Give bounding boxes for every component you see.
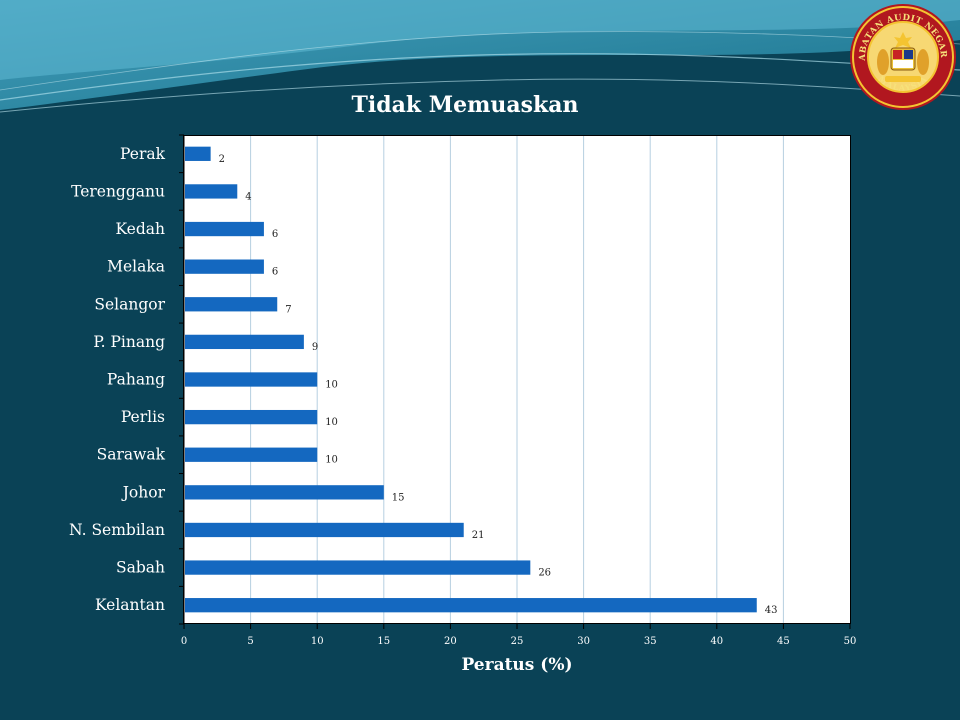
bar — [185, 522, 464, 538]
x-tick-label: 40 — [710, 636, 723, 647]
data-label: 4 — [245, 191, 251, 202]
y-tick-label: Perlis — [121, 408, 165, 426]
data-label: 26 — [538, 568, 551, 579]
y-tick-label: N. Sembilan — [69, 521, 165, 539]
x-tick-label: 20 — [444, 636, 457, 647]
data-label: 7 — [285, 304, 291, 315]
x-tick-label: 35 — [644, 636, 657, 647]
bar — [185, 297, 278, 312]
bar — [185, 334, 304, 350]
y-tick-label: Sabah — [116, 559, 165, 577]
y-tick-label: Selangor — [94, 295, 165, 313]
bar — [185, 146, 211, 161]
data-label: 2 — [219, 154, 225, 165]
x-tick-label: 10 — [311, 636, 324, 647]
data-label: 10 — [325, 455, 338, 466]
y-tick-label: Perak — [120, 145, 166, 163]
x-tick-label: 0 — [181, 636, 187, 647]
bar — [185, 447, 318, 462]
x-tick-label: 15 — [377, 636, 390, 647]
data-label: 6 — [272, 267, 278, 278]
x-tick-label: 50 — [844, 636, 857, 647]
bar — [185, 184, 238, 199]
chart-title: Tidak Memuaskan — [351, 92, 579, 118]
y-tick-label: Melaka — [107, 258, 165, 276]
y-tick-label: Kedah — [116, 220, 165, 238]
data-label: 10 — [325, 380, 338, 391]
bar — [185, 409, 318, 425]
bar — [185, 221, 264, 237]
bar — [185, 560, 531, 575]
x-tick-label: 25 — [511, 636, 524, 647]
data-label: 43 — [765, 605, 778, 616]
data-label: 21 — [472, 530, 485, 541]
bar — [185, 598, 757, 613]
data-label: 6 — [272, 229, 278, 240]
x-tick-label: 5 — [247, 636, 253, 647]
bar — [185, 485, 384, 500]
x-tick-label: 45 — [777, 636, 790, 647]
data-label: 9 — [312, 342, 318, 353]
x-tick-label: 30 — [577, 636, 590, 647]
jabatan-audit-negara-logo: JABATAN AUDIT NEGARA MALAYSIA — [847, 2, 956, 110]
data-label: 10 — [325, 417, 338, 428]
y-tick-label: Johor — [121, 483, 166, 501]
y-tick-label: Pahang — [107, 371, 165, 389]
y-tick-label: Sarawak — [97, 446, 166, 464]
bar — [185, 259, 264, 274]
y-tick-label: Kelantan — [95, 596, 165, 614]
x-axis-label: Peratus (%) — [461, 655, 573, 675]
data-label: 15 — [392, 492, 405, 503]
y-tick-label: Terengganu — [71, 182, 165, 200]
bar — [185, 372, 318, 387]
y-tick-label: P. Pinang — [93, 333, 165, 351]
